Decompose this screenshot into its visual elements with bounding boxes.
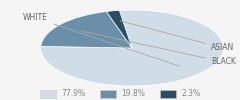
Bar xyxy=(100,90,116,98)
Wedge shape xyxy=(106,10,132,48)
Text: 77.9%: 77.9% xyxy=(61,90,85,98)
Bar xyxy=(160,90,176,98)
Text: 2.3%: 2.3% xyxy=(181,90,200,98)
Wedge shape xyxy=(41,10,223,86)
Text: ASIAN: ASIAN xyxy=(120,21,234,53)
Text: 19.8%: 19.8% xyxy=(121,90,145,98)
Text: BLACK: BLACK xyxy=(81,31,236,66)
Bar xyxy=(40,90,56,98)
Text: WHITE: WHITE xyxy=(23,14,180,66)
Wedge shape xyxy=(41,12,132,48)
